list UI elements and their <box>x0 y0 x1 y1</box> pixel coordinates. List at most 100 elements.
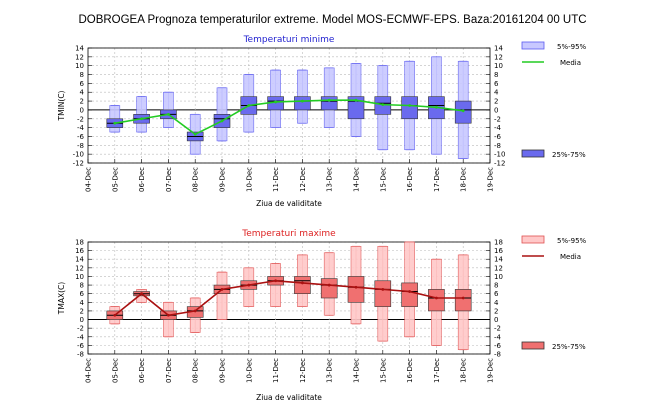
media-point <box>140 292 144 296</box>
box-iqr <box>454 289 472 312</box>
legend-range-swatch <box>521 41 545 50</box>
box-plot-13-Dec <box>320 67 338 129</box>
x-tick-label: 15-Dec <box>379 358 387 383</box>
media-point <box>301 281 304 285</box>
y-tick-label: -4 <box>77 333 85 341</box>
y-tick-label: 2 <box>80 98 84 106</box>
y-tick-label: 4 <box>80 89 85 97</box>
box-plot-08-Dec <box>186 297 204 333</box>
media-point <box>247 104 251 107</box>
y-tick-label: 10 <box>75 62 84 70</box>
y-tick-label: -6 <box>77 342 85 350</box>
y-tick-label: 14 <box>75 256 84 264</box>
box-iqr <box>294 276 311 294</box>
tmin-chart: Temperaturi minime-12 -12-10 -10-8 -8-6 -6-4… <box>57 35 587 208</box>
x-tick-label: 12-Dec <box>299 167 307 192</box>
legend-range-swatch <box>521 235 545 244</box>
y-tick-label: -12 <box>73 160 84 168</box>
x-tick-label: 08-Dec <box>192 358 200 383</box>
x-tick-label: 19-Dec <box>487 167 495 192</box>
legend-range-label: 5%-95% <box>557 43 587 51</box>
box-plot-10-Dec <box>240 74 258 133</box>
y-tick-label: -4 <box>77 124 85 132</box>
x-tick-label: 17-Dec <box>433 358 441 383</box>
x-tick-label: 13-Dec <box>326 167 334 192</box>
y-tick-label-right: 0 <box>494 106 498 114</box>
x-tick-label: 14-Dec <box>353 358 361 383</box>
box-plot-06-Dec <box>133 288 150 303</box>
y-tick-label-right: 14 <box>494 45 503 53</box>
y-tick-label-right: 14 <box>494 256 503 264</box>
y-tick-label-right: 6 <box>494 80 499 88</box>
legend-media-label: Media <box>560 59 581 67</box>
y-tick-label-right: 12 <box>494 264 503 272</box>
y-tick-label: 4 <box>80 299 85 307</box>
y-tick-label: 16 <box>75 247 84 255</box>
x-tick-label: 16-Dec <box>406 167 414 192</box>
box-plot-15-Dec <box>374 65 392 151</box>
x-tick-label: 13-Dec <box>326 358 334 383</box>
x-tick-label: 15-Dec <box>379 167 387 192</box>
chart-title: Temperaturi maxime <box>241 229 336 239</box>
media-point <box>140 117 144 121</box>
x-tick-label: 04-Dec <box>85 358 93 383</box>
media-point <box>167 112 170 116</box>
y-tick-label: 12 <box>75 53 84 61</box>
y-tick-label: 8 <box>80 282 84 290</box>
media-point <box>408 104 411 107</box>
media-point <box>435 105 438 109</box>
y-tick-label: 0 <box>80 316 84 324</box>
box-range-5-95 <box>216 271 228 320</box>
y-tick-label-right: -8 <box>494 351 501 359</box>
y-tick-label: -8 <box>77 351 84 359</box>
media-point <box>408 290 411 293</box>
box-iqr <box>347 276 365 303</box>
legend-iqr-label: 25%-75% <box>552 343 586 351</box>
y-tick-label: 14 <box>75 45 84 53</box>
box-plot-12-Dec <box>294 69 311 124</box>
box-plot-09-Dec <box>213 271 231 320</box>
media-point <box>274 100 277 104</box>
y-tick-label: 6 <box>80 80 85 88</box>
media-point <box>220 119 224 123</box>
x-tick-label: 09-Dec <box>219 358 227 383</box>
y-tick-label-right: -8 <box>494 142 501 150</box>
media-point <box>327 98 331 102</box>
x-tick-label: 12-Dec <box>299 358 307 383</box>
y-tick-label: -2 <box>77 115 84 123</box>
y-tick-label-right: 8 <box>494 282 498 290</box>
y-tick-label: 18 <box>75 239 84 247</box>
y-tick-label-right: 16 <box>494 247 503 255</box>
media-point <box>381 287 385 291</box>
media-point <box>435 296 438 300</box>
box-iqr <box>401 282 418 307</box>
media-point <box>354 98 358 102</box>
y-tick-label-right: -2 <box>494 115 501 123</box>
x-axis-label: Ziua de validitate <box>256 393 322 402</box>
box-iqr <box>294 96 311 111</box>
media-point <box>193 132 197 136</box>
y-tick-label: 10 <box>75 273 84 281</box>
media-point <box>274 279 277 283</box>
y-axis-label: TMAX(C) <box>57 282 66 315</box>
plot-frame <box>87 47 491 164</box>
media-point <box>461 296 465 300</box>
box-plot-14-Dec <box>347 245 365 325</box>
box-plot-16-Dec <box>401 241 418 338</box>
y-tick-label: -8 <box>77 142 84 150</box>
media-point <box>113 121 117 125</box>
legend-iqr-swatch <box>521 341 545 350</box>
x-tick-label: 05-Dec <box>111 167 119 192</box>
y-tick-label-right: -2 <box>494 325 501 333</box>
media-line <box>114 99 464 136</box>
x-tick-label: 10-Dec <box>245 358 253 383</box>
x-tick-label: 18-Dec <box>460 167 468 192</box>
media-line <box>114 279 464 317</box>
x-tick-label: 10-Dec <box>245 167 253 192</box>
y-tick-label-right: -12 <box>494 160 505 168</box>
media-point <box>381 103 385 107</box>
box-plot-10-Dec <box>240 267 258 308</box>
legend-iqr-label: 25%-75% <box>552 151 586 159</box>
box-plot-18-Dec <box>454 254 472 351</box>
